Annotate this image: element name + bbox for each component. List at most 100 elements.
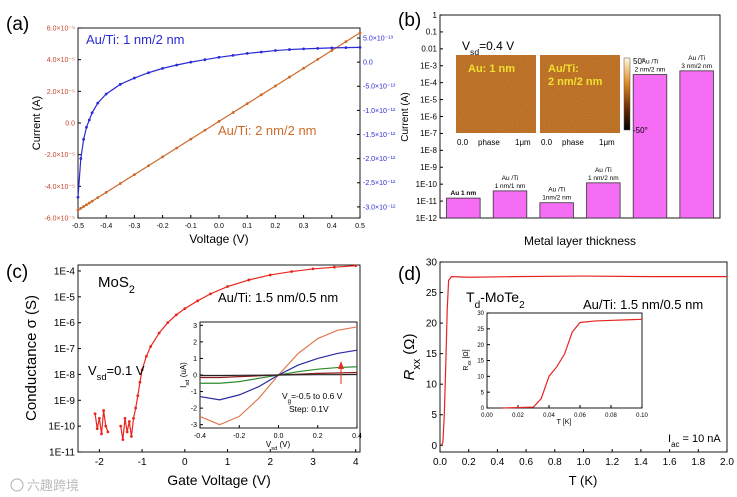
data-point	[106, 430, 110, 434]
text-part: MoS	[98, 274, 129, 291]
x-tick-label: 1	[225, 457, 231, 468]
y2-tick-label: -1.5×10⁻¹²	[363, 132, 396, 139]
data-point	[166, 321, 170, 325]
text-part: [Ω]	[463, 349, 470, 360]
x-axis-label: Metal layer thickness	[524, 234, 636, 248]
data-point	[274, 84, 277, 88]
x-tick-label: 0.2	[271, 223, 281, 230]
data-point	[136, 394, 140, 398]
y-tick-label: 10	[477, 374, 484, 380]
x-tick-label: 0.00	[481, 413, 493, 419]
data-point	[203, 128, 207, 132]
data-point	[175, 63, 179, 67]
data-point	[330, 49, 334, 52]
text-part: R	[463, 366, 470, 371]
panels: -0.5 -0.4 -0.3 -0.2 -0.1 0.0 0.1 0.2 0.3 0.4 0.5 -6…	[6, 10, 734, 493]
data-point	[87, 118, 91, 122]
text-part: I	[668, 433, 671, 445]
data-point	[130, 435, 133, 438]
afm-scale: 1μm	[515, 138, 531, 147]
text-part: xx	[411, 358, 423, 369]
data-point	[147, 71, 150, 75]
x-tick-label: 0.4	[490, 457, 504, 468]
text-part: 2	[129, 284, 135, 296]
text-part: (Ω)	[401, 333, 418, 358]
x-axis-label: T (K)	[569, 473, 598, 488]
x-tick-label: 0.10	[636, 413, 648, 419]
bar-label: Au /Ti	[642, 59, 659, 66]
y2-tick-label: -1.0×10⁻¹²	[363, 108, 396, 115]
afm-grain	[456, 55, 536, 133]
x-tick-label: -2	[95, 457, 104, 468]
data-point	[259, 93, 263, 97]
bar-label: Au /Ti	[688, 55, 705, 62]
text-part: sd	[271, 446, 277, 452]
y-tick-label: -3	[191, 422, 197, 429]
bar-label: 3 nm/2 nm	[681, 63, 712, 70]
x-tick-label: 0	[182, 457, 188, 468]
y-tick-label: 1E-10	[48, 422, 75, 433]
text-part: sd	[185, 380, 191, 386]
y-tick-label: 1E-8	[420, 146, 437, 155]
data-point	[330, 46, 334, 50]
data-point	[332, 265, 336, 269]
bar	[586, 182, 621, 219]
y-tick-label: 1E-12	[416, 214, 438, 223]
annotation: Step: 0.1V	[289, 404, 329, 414]
data-point	[79, 157, 83, 161]
text-part: sd	[97, 372, 107, 382]
data-point	[127, 420, 131, 423]
y-tick-label: 15	[477, 359, 484, 365]
y-axis-label: Rxx (Ω)	[401, 333, 423, 380]
data-point	[95, 427, 99, 431]
data-point	[132, 416, 135, 420]
y-tick-label: 0.01	[421, 45, 437, 54]
y-tick-label: -6.0×10⁻⁵	[44, 215, 75, 222]
bar	[632, 74, 668, 219]
x-tick-label: -1	[138, 457, 147, 468]
y-tick-label: 0.0	[65, 120, 75, 127]
text-part: R	[401, 370, 418, 381]
data-point	[247, 278, 251, 282]
x-tick-label: 1.2	[605, 457, 619, 468]
data-point	[79, 206, 83, 210]
x-axis-label: T [K]	[557, 419, 572, 426]
data-point	[288, 75, 291, 79]
data-point	[174, 313, 178, 317]
x-tick-label: 1.0	[577, 457, 591, 468]
data-point	[119, 424, 123, 428]
y-tick-label: 1E-4	[420, 78, 437, 87]
annotation: Vsd=0.4 V	[462, 39, 514, 57]
y-tick-label: 20	[426, 319, 438, 330]
data-point	[134, 406, 138, 410]
y-axis-label: Current (A)	[31, 96, 43, 150]
data-point	[121, 438, 125, 442]
y-tick-label: -4.0×10⁻⁵	[44, 184, 75, 191]
data-line	[502, 318, 643, 409]
y-tick-label: 15	[426, 349, 438, 360]
y-tick-label: 1E-9	[420, 163, 437, 172]
bar	[679, 70, 714, 219]
x-tick-label: 0.2	[313, 433, 323, 440]
y-tick-label: -2.0×10⁻⁵	[44, 152, 75, 159]
data-point	[133, 76, 136, 80]
colorbar	[623, 57, 631, 131]
bar-label: 2 nm/2 nm	[635, 67, 666, 74]
data-point	[189, 137, 193, 141]
afm-scale: 0.0	[457, 138, 469, 147]
arrow-head	[338, 361, 344, 369]
annotation: Au/Ti: 1.5 nm/0.5 nm	[583, 297, 703, 312]
data-point	[161, 155, 165, 159]
text-part: =-0.5 to 0.6 V	[291, 391, 343, 401]
y-tick-label: 4.0×10⁻⁵	[47, 57, 75, 64]
afm-scale: 0.0	[541, 138, 553, 147]
y-tick-label: 30	[426, 258, 438, 269]
data-point	[104, 190, 108, 194]
y-tick-label: 20	[477, 343, 484, 349]
bar	[492, 190, 528, 219]
data-point	[344, 40, 348, 44]
data-point	[82, 205, 86, 208]
x-tick-label: 1.6	[663, 457, 677, 468]
panel-label: (c)	[6, 262, 28, 283]
data-point	[90, 199, 94, 203]
